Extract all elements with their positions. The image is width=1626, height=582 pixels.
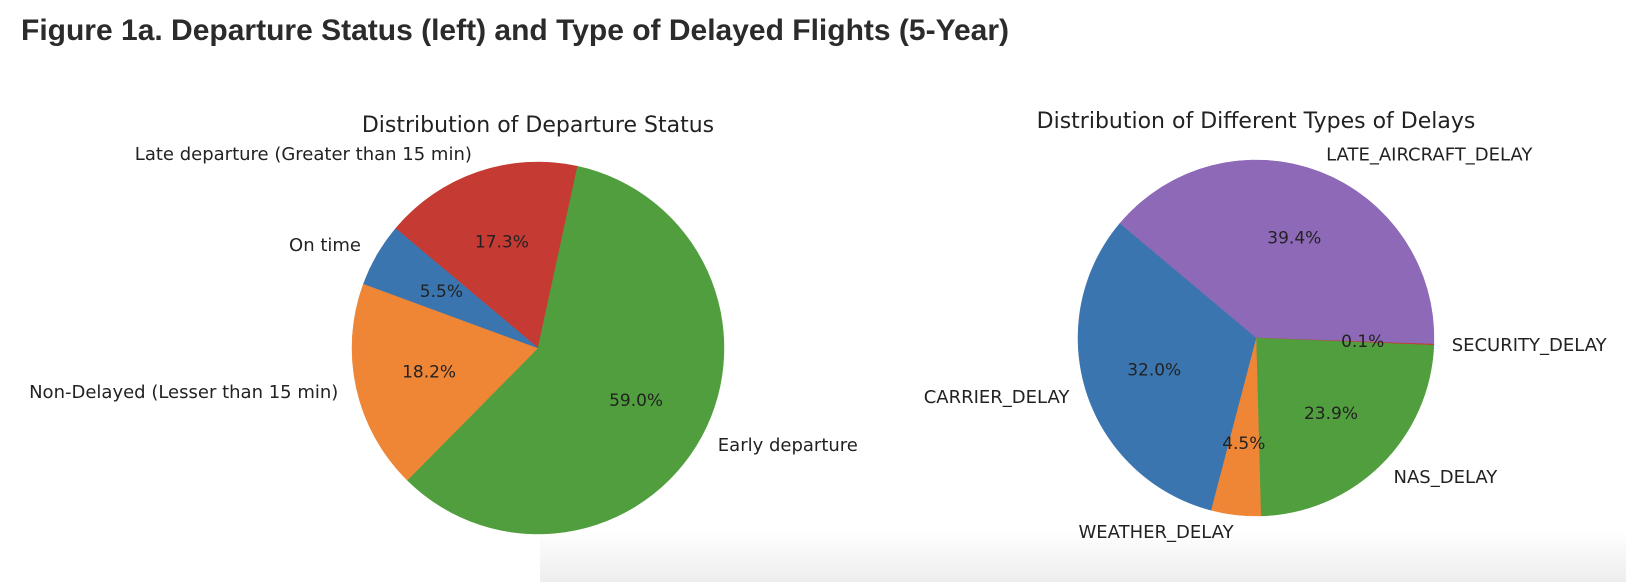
slice-label-carrier-delay: CARRIER_DELAY [924,387,1071,408]
slice-percent-nas-delay: 23.9% [1304,404,1358,424]
pie-slice-on-time [363,228,539,349]
slice-percent-security-delay: 0.1% [1341,332,1384,352]
departure-status-pie-chart: Distribution of Departure Status On time… [29,113,858,535]
figure-heading: Figure 1a. Departure Status (left) and T… [21,14,1009,47]
pie-slice-carrier-delay [1077,223,1257,511]
pie-slice-nas-delay [1255,337,1435,517]
slice-percent-early-departure: 59.0% [609,391,663,411]
slice-percent-late-departure-greater-than-15-min: 17.3% [475,232,529,252]
pie-slice-late-departure-greater-than-15-min [395,161,578,349]
pie-slice-early-departure [406,165,725,535]
slice-label-on-time: On time [289,235,361,256]
slice-label-late-aircraft-delay: LATE_AIRCRAFT_DELAY [1326,145,1533,166]
slice-label-non-delayed-lesser-than-15-min: Non-Delayed (Lesser than 15 min) [29,382,338,403]
pie-slice-non-delayed-lesser-than-15-min [351,283,539,481]
pie-slice-late-aircraft-delay [1119,159,1435,345]
slice-percent-on-time: 5.5% [420,282,463,302]
slice-label-late-departure-greater-than-15-min: Late departure (Greater than 15 min) [135,144,472,165]
delay-types-pie-chart: Distribution of Different Types of Delay… [924,109,1608,543]
slice-label-security-delay: SECURITY_DELAY [1452,335,1608,356]
slice-percent-late-aircraft-delay: 39.4% [1267,228,1321,248]
slice-percent-carrier-delay: 32.0% [1127,360,1181,380]
slice-label-nas-delay: NAS_DELAY [1394,467,1499,488]
departure-status-chart-title: Distribution of Departure Status [362,113,714,138]
slice-percent-weather-delay: 4.5% [1222,434,1265,454]
slice-percent-non-delayed-lesser-than-15-min: 18.2% [402,362,456,382]
delay-types-chart-title: Distribution of Different Types of Delay… [1037,109,1476,134]
slice-label-weather-delay: WEATHER_DELAY [1079,522,1235,543]
slice-label-early-departure: Early departure [718,435,858,456]
